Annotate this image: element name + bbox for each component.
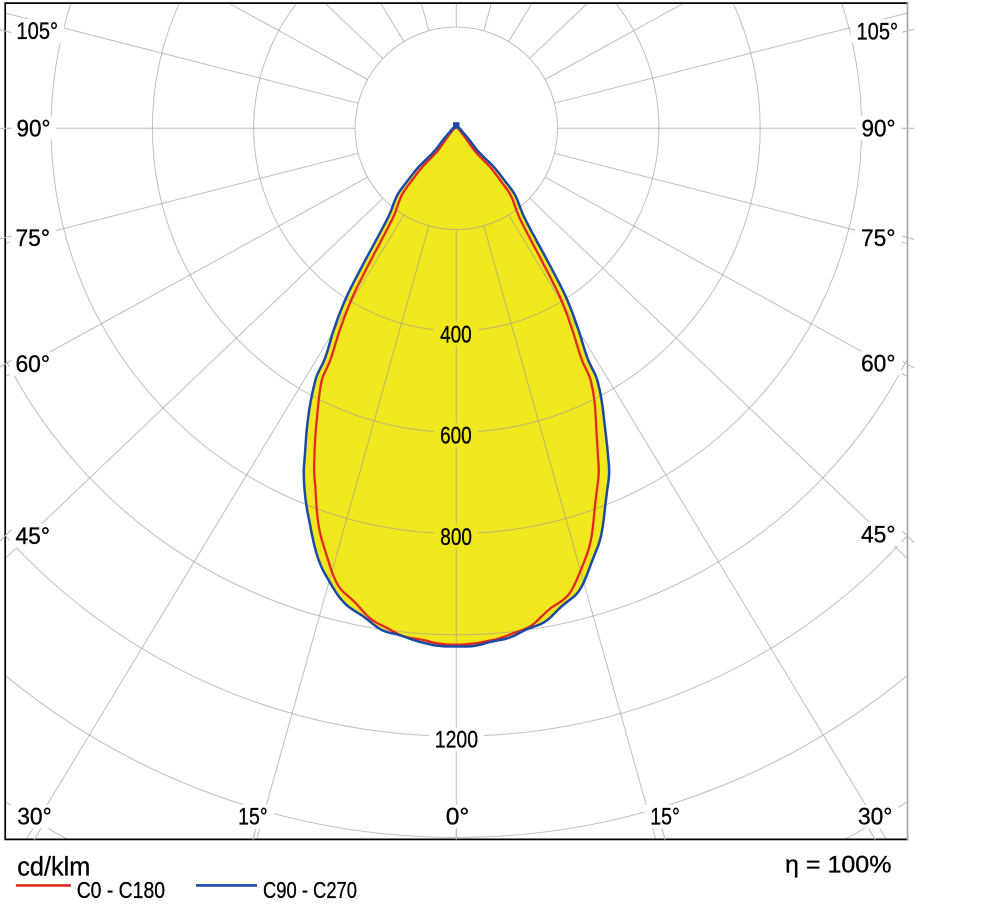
svg-text:105°: 105° — [17, 18, 59, 45]
svg-text:800: 800 — [440, 524, 472, 551]
svg-text:cd/klm: cd/klm — [17, 852, 90, 882]
svg-text:15°: 15° — [238, 804, 268, 831]
svg-text:60°: 60° — [861, 351, 896, 378]
svg-text:105°: 105° — [857, 19, 899, 46]
svg-text:400: 400 — [440, 321, 472, 348]
svg-text:C90 - C270: C90 - C270 — [263, 877, 357, 903]
svg-text:η = 100%: η = 100% — [785, 852, 892, 879]
svg-text:0°: 0° — [446, 804, 470, 831]
svg-text:45°: 45° — [16, 523, 51, 550]
svg-text:90°: 90° — [862, 115, 896, 142]
svg-text:75°: 75° — [861, 225, 896, 252]
svg-text:75°: 75° — [16, 225, 51, 252]
svg-text:15°: 15° — [650, 804, 680, 831]
svg-text:C0 - C180: C0 - C180 — [77, 877, 165, 903]
svg-text:60°: 60° — [16, 351, 51, 378]
svg-text:30°: 30° — [858, 804, 893, 831]
svg-text:90°: 90° — [17, 116, 51, 143]
svg-text:600: 600 — [440, 423, 472, 450]
svg-text:1200: 1200 — [435, 727, 478, 754]
svg-text:30°: 30° — [17, 804, 52, 831]
svg-text:45°: 45° — [861, 522, 896, 549]
